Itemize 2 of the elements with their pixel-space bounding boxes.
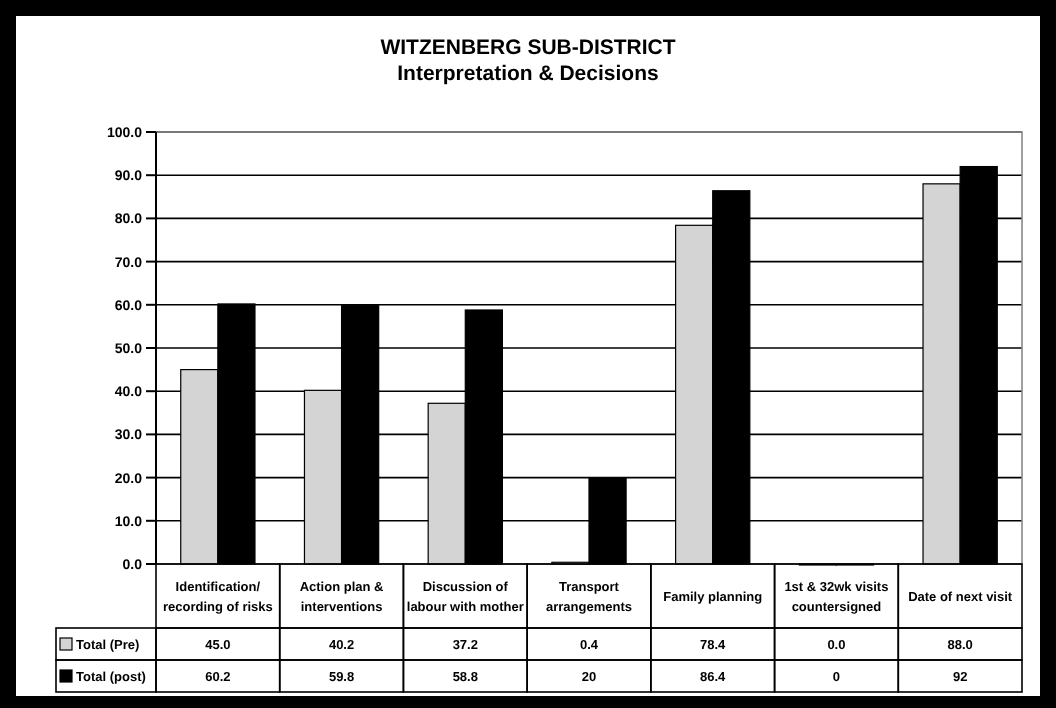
- chart-title: WITZENBERG SUB-DISTRICT: [380, 36, 677, 60]
- chart-subtitle: Interpretation & Decisions: [397, 62, 659, 86]
